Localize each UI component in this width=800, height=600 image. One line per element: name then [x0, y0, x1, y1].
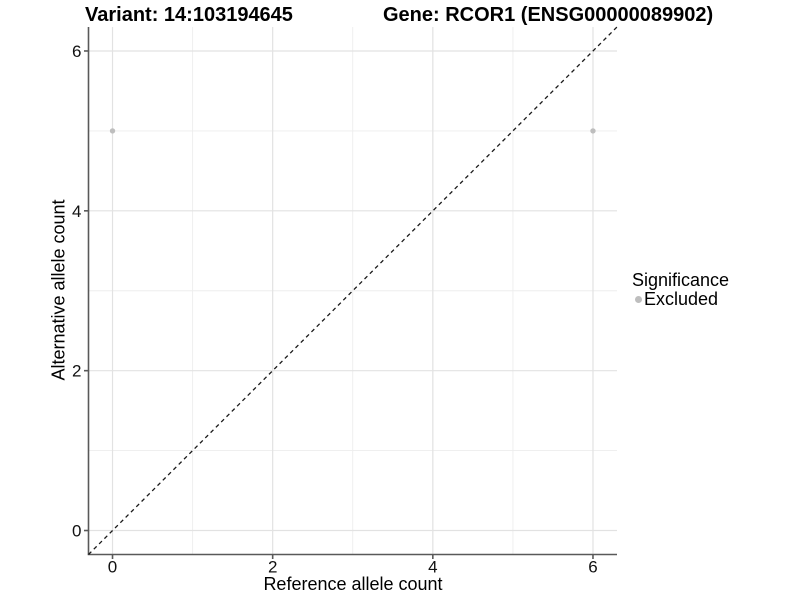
data-point-excluded	[590, 128, 596, 134]
legend-title: Significance	[632, 270, 730, 290]
legend: Significance Excluded	[632, 271, 729, 309]
y-tick-label: 2	[72, 362, 81, 381]
y-tick-label: 6	[72, 42, 81, 61]
plot-title-variant: Variant: 14:103194645	[85, 4, 293, 26]
x-tick-label: 2	[268, 558, 277, 577]
y-tick-label: 4	[72, 202, 81, 221]
x-tick-label: 4	[428, 558, 437, 577]
legend-item-label: Excluded	[644, 289, 719, 309]
x-axis-title: Reference allele count	[263, 574, 443, 594]
data-point-excluded	[109, 128, 116, 134]
legend-item-excluded: Excluded	[632, 290, 729, 309]
plot-title-gene: Gene: RCOR1 (ENSG00000089902)	[383, 4, 714, 26]
excluded-point-icon	[635, 296, 642, 303]
y-axis-title: Alternative allele count	[48, 199, 69, 381]
x-tick-label: 6	[588, 558, 597, 577]
x-tick-label: 0	[108, 558, 117, 577]
y-tick-label: 0	[72, 522, 81, 541]
